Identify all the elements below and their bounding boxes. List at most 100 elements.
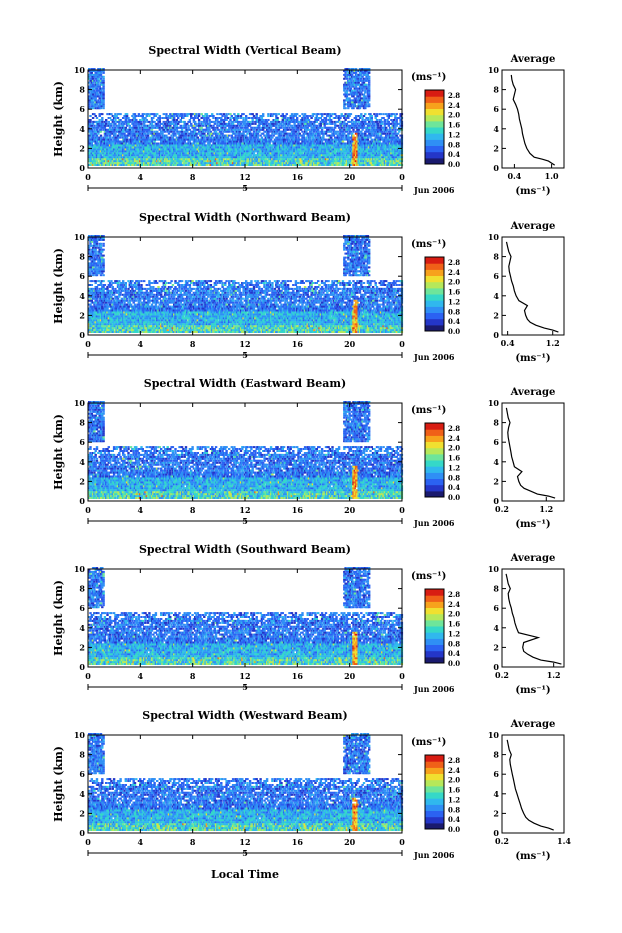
heatmap-cell	[237, 117, 239, 119]
heatmap-cell	[89, 123, 91, 125]
heatmap-cell	[283, 135, 285, 137]
heatmap-cell	[351, 127, 353, 129]
heatmap-cell	[256, 129, 258, 131]
heatmap-cell	[321, 131, 323, 133]
heatmap-cell	[286, 127, 288, 129]
heatmap-cell	[164, 139, 166, 141]
heatmap-cell	[180, 125, 182, 127]
heatmap-cell	[359, 90, 361, 92]
heatmap-cell	[223, 113, 225, 115]
heatmap-cell	[287, 137, 289, 139]
heatmap-cell	[228, 123, 230, 125]
heatmap-cell	[148, 115, 150, 117]
heatmap-cell	[310, 121, 312, 123]
heatmap-cell	[97, 99, 99, 101]
heatmap-cell	[159, 125, 161, 127]
heatmap-cell	[358, 76, 360, 78]
heatmap-cell	[248, 117, 250, 119]
heatmap-cell	[304, 113, 306, 115]
heatmap-cell	[346, 76, 348, 78]
heatmap-cell	[122, 125, 124, 127]
heatmap-cell	[102, 99, 104, 101]
heatmap-cell	[140, 123, 142, 125]
heatmap-cell	[344, 113, 346, 115]
heatmap-cell	[354, 123, 356, 125]
heatmap-cell	[297, 137, 299, 139]
heatmap-cell	[320, 117, 322, 119]
heatmap-cell	[361, 76, 363, 78]
heatmap-cell	[169, 125, 171, 127]
heatmap-cell	[246, 133, 248, 135]
heatmap-cell	[266, 121, 268, 123]
heatmap-cell	[201, 117, 203, 119]
heatmap-cell	[284, 117, 286, 119]
heatmap-cell	[363, 125, 365, 127]
heatmap-cell	[159, 121, 161, 123]
heatmap-cell	[339, 133, 341, 135]
heatmap-cell	[119, 119, 121, 121]
heatmap-cell	[151, 131, 153, 133]
heatmap-cell	[169, 113, 171, 115]
heatmap-cell	[297, 123, 299, 125]
heatmap-cell	[352, 135, 354, 137]
heatmap-cell	[280, 133, 282, 135]
heatmap-cell	[312, 133, 314, 135]
heatmap-cell	[308, 119, 310, 121]
heatmap-cell	[126, 115, 128, 117]
heatmap-cell	[360, 131, 362, 133]
heatmap-cell	[208, 127, 210, 129]
heatmap-cell	[262, 133, 264, 135]
heatmap-cell	[214, 121, 216, 123]
heatmap-cell	[282, 113, 284, 115]
heatmap-cell	[95, 133, 97, 135]
heatmap-cell	[327, 115, 329, 117]
heatmap-cell	[245, 119, 247, 121]
heatmap-cell	[176, 129, 178, 131]
heatmap-cell	[112, 119, 114, 121]
heatmap-cell	[359, 107, 361, 109]
heatmap-cell	[139, 119, 141, 121]
heatmap-cell	[352, 95, 354, 97]
heatmap-cell	[258, 131, 260, 133]
heatmap-cell	[317, 129, 319, 131]
heatmap-cell	[210, 137, 212, 139]
heatmap-cell	[287, 117, 289, 119]
heatmap-cell	[203, 133, 205, 135]
heatmap-cell	[295, 137, 297, 139]
heatmap-cell	[313, 127, 315, 129]
heatmap-cell	[193, 125, 195, 127]
heatmap-cell	[265, 123, 267, 125]
heatmap-cell	[329, 113, 331, 115]
heatmap-cell	[102, 92, 104, 94]
heatmap-cell	[229, 117, 231, 119]
heatmap-cell	[342, 160, 344, 162]
heatmap-cell	[309, 139, 311, 141]
heatmap-cell	[361, 119, 363, 121]
heatmap-cell	[208, 143, 210, 145]
heatmap-cell	[296, 133, 298, 135]
heatmap-cell	[343, 129, 345, 131]
heatmap-cell	[347, 117, 349, 119]
heatmap-cell	[100, 131, 102, 133]
heatmap-cell	[116, 129, 118, 131]
heatmap-cell	[118, 121, 120, 123]
heatmap-cell	[313, 113, 315, 115]
heatmap-cell	[361, 135, 363, 137]
heatmap-cell	[102, 101, 104, 103]
heatmap-cell	[112, 143, 114, 145]
heatmap-cell	[344, 88, 346, 90]
heatmap-cell	[290, 117, 292, 119]
heatmap-cell	[312, 141, 314, 143]
heatmap-cell	[147, 113, 149, 115]
heatmap-cell	[110, 125, 112, 127]
heatmap-cell	[142, 135, 144, 137]
heatmap-cell	[201, 121, 203, 123]
heatmap-cell	[106, 137, 108, 139]
heatmap-cell	[270, 139, 272, 141]
heatmap-cell	[224, 139, 226, 141]
heatmap-cell	[358, 119, 360, 121]
heatmap-cell	[92, 117, 94, 119]
heatmap-cell	[206, 164, 208, 166]
heatmap-cell	[348, 139, 350, 141]
